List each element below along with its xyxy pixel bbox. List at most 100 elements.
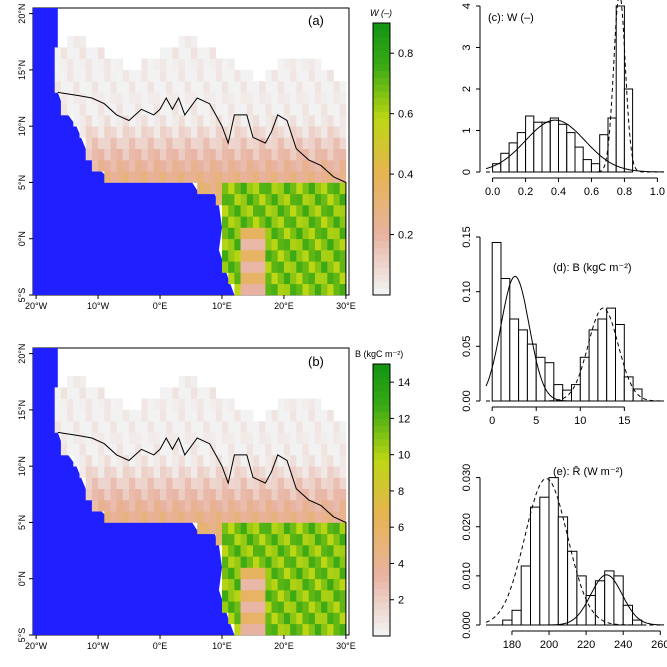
x-tick-label: 10°W xyxy=(87,641,110,651)
map-cell xyxy=(141,477,148,489)
map-cell xyxy=(277,103,285,116)
map-cell xyxy=(153,159,161,172)
map-cell xyxy=(147,454,155,467)
map-cell xyxy=(240,488,248,501)
map-cell xyxy=(228,466,235,478)
map-cell xyxy=(283,601,291,613)
map-cell xyxy=(141,126,148,138)
map-cell xyxy=(302,261,309,273)
map-cell xyxy=(327,238,334,251)
map-cell xyxy=(265,511,272,523)
map-cell xyxy=(283,432,291,444)
map-cell xyxy=(302,114,309,127)
map-cell xyxy=(302,612,309,625)
map-cell xyxy=(327,126,334,138)
map-cell xyxy=(283,556,291,568)
map-cell xyxy=(327,601,334,613)
map-cell xyxy=(209,137,217,149)
map-cell xyxy=(339,578,347,591)
map-cell xyxy=(314,488,322,501)
map-cell xyxy=(228,114,235,127)
map-cell xyxy=(215,92,223,104)
map-cell xyxy=(333,488,340,501)
map-cell xyxy=(98,114,105,127)
map-cell xyxy=(197,454,204,467)
map-cell xyxy=(234,499,241,512)
map-cell xyxy=(277,499,285,512)
map-cell xyxy=(314,590,322,602)
map-cell xyxy=(197,159,204,172)
map-cell xyxy=(54,47,62,59)
map-cell xyxy=(308,283,316,296)
map-cell xyxy=(296,409,303,422)
map-cell xyxy=(116,443,124,456)
fitted-curve-solid xyxy=(486,574,664,626)
map-cell xyxy=(271,533,278,546)
y-tick-label: 5°N xyxy=(17,515,27,530)
map-cell xyxy=(302,69,309,82)
map-cell xyxy=(172,159,179,172)
map-cell xyxy=(228,421,235,433)
map-cell xyxy=(277,261,285,273)
hist-bar xyxy=(576,575,587,626)
colorbar-swatch xyxy=(373,84,390,92)
map-cell xyxy=(246,148,254,161)
map-cell xyxy=(265,601,272,613)
map-cell xyxy=(141,398,148,411)
map-cell xyxy=(209,69,217,82)
map-cell xyxy=(215,159,223,172)
map-cell xyxy=(85,47,93,59)
map-cell xyxy=(110,81,117,93)
map-cell xyxy=(215,522,223,535)
map-cell xyxy=(290,409,297,422)
map-cell xyxy=(246,283,254,296)
map-cell xyxy=(290,114,297,127)
map-cell xyxy=(253,126,260,138)
map-cell xyxy=(314,533,322,546)
map-cell xyxy=(246,477,254,489)
map-cell xyxy=(141,159,148,172)
map-cell xyxy=(321,216,328,228)
map-cell xyxy=(98,421,105,433)
map-cell xyxy=(271,272,278,285)
map-cell xyxy=(234,81,241,93)
map-cell xyxy=(215,488,223,501)
map-cell xyxy=(197,137,204,149)
map-cell xyxy=(308,477,316,489)
map-cell xyxy=(228,205,235,217)
map-cell xyxy=(296,272,303,285)
map-cell xyxy=(215,171,223,183)
map-cell xyxy=(122,92,130,104)
map-cell xyxy=(191,511,198,523)
map-cell xyxy=(172,58,179,71)
map-cell xyxy=(290,432,297,444)
map-cell xyxy=(160,432,167,444)
map-cell xyxy=(240,126,248,138)
map-cell xyxy=(147,103,155,116)
map-cell xyxy=(222,601,229,613)
map-cell xyxy=(178,171,186,183)
map-cell xyxy=(327,114,334,127)
map-cell xyxy=(246,421,254,433)
map-cell xyxy=(60,398,68,411)
map-cell xyxy=(228,533,235,546)
map-cell xyxy=(178,499,186,512)
colorbar-swatch xyxy=(373,70,390,78)
map-cell xyxy=(129,421,136,433)
map-cell xyxy=(178,69,186,82)
histogram-e: (e): R̄ (W m⁻²) 180 200 220 240 2600.0000.01… xyxy=(461,464,667,651)
map-cell xyxy=(166,171,173,183)
map-cell xyxy=(296,227,303,240)
map-cell xyxy=(259,601,266,613)
map-cell xyxy=(265,272,272,285)
map-cell xyxy=(265,499,272,512)
map-cell xyxy=(135,137,142,149)
map-cell xyxy=(222,533,229,546)
map-cell xyxy=(314,205,322,217)
map-cell xyxy=(73,421,80,433)
map-cell xyxy=(333,421,340,433)
map-cell xyxy=(228,126,235,138)
map-cell xyxy=(302,432,309,444)
colorbar-swatch xyxy=(373,213,390,221)
map-cell xyxy=(172,148,179,161)
